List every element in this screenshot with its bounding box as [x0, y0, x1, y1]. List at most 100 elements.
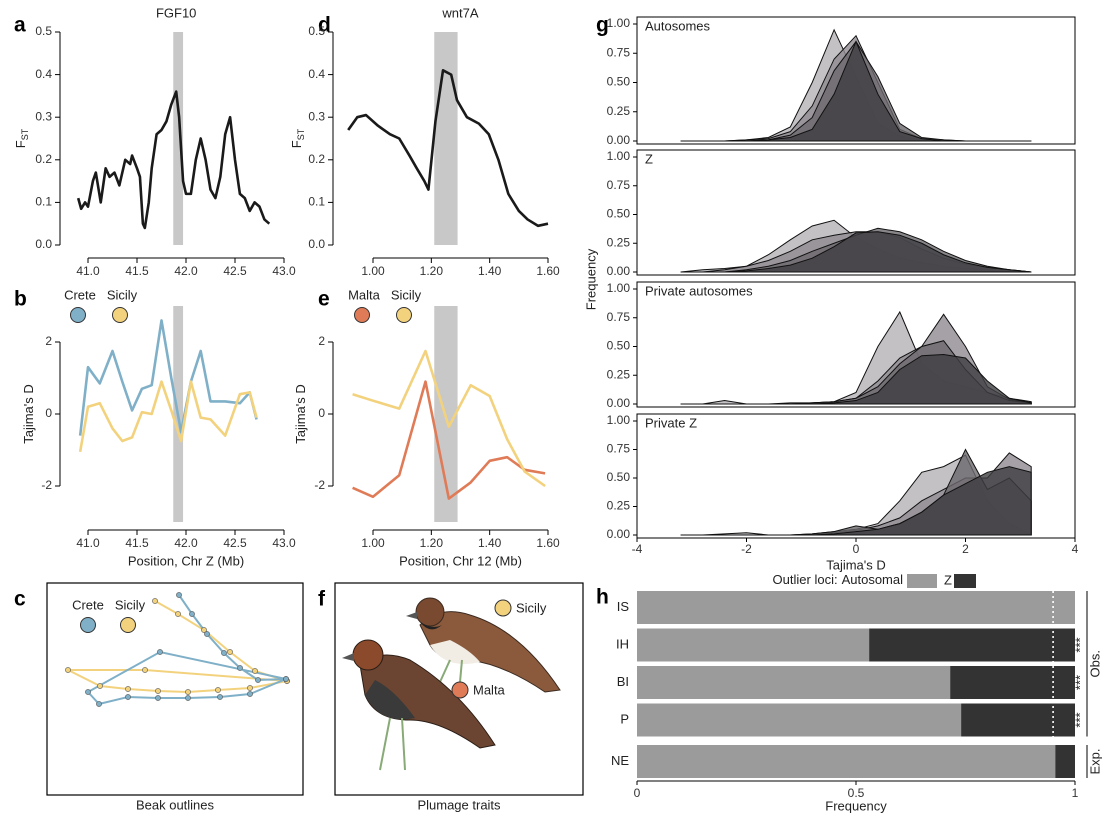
y-tick-label: 1.00	[607, 16, 631, 30]
y-tick-label: 0	[45, 406, 52, 420]
y-tick-label: 0.5	[308, 24, 325, 38]
outline-vertex	[227, 649, 233, 655]
y-tick-label: -2	[41, 478, 52, 492]
x-tick-label: 41.5	[125, 264, 149, 278]
legend-swatch	[354, 307, 370, 323]
outline-vertex	[283, 676, 289, 682]
y-tick-label: 0.50	[607, 75, 631, 89]
legend-label: Outlier loci: Autosomal	[773, 572, 904, 587]
bird-breast	[365, 680, 415, 720]
panel-frame	[46, 582, 304, 796]
x-tick-label: 42.5	[223, 536, 247, 550]
panel-letter: c	[14, 588, 26, 611]
y-tick-label: 0.75	[607, 442, 631, 456]
y-tick-label: 0.75	[607, 178, 631, 192]
y-tick-label: 0.2	[35, 152, 52, 166]
panel-letter: a	[14, 14, 26, 37]
facet-title: Private autosomes	[645, 283, 753, 298]
facet-title: Z	[645, 151, 653, 166]
legend-swatch	[112, 307, 128, 323]
legend-label: Z	[944, 572, 952, 587]
significance-label: ***	[1072, 637, 1087, 652]
outline-vertex	[247, 685, 253, 691]
y-tick-label: 0.50	[607, 470, 631, 484]
y-tick-label: 0.1	[308, 195, 325, 209]
bar-segment	[961, 703, 1075, 737]
legend-swatch	[70, 307, 86, 323]
y-tick-label: IS	[617, 599, 630, 614]
x-tick-label: 1.40	[478, 536, 502, 550]
x-tick-label: 0	[634, 786, 641, 800]
outline-vertex	[255, 677, 261, 683]
x-axis-label: Position, Chr 12 (Mb)	[399, 553, 522, 568]
y-tick-label: 0.25	[607, 235, 631, 249]
y-tick-label: 2	[45, 334, 52, 348]
bird-bib	[420, 622, 442, 630]
highlight-band	[173, 32, 184, 245]
outline-vertex	[237, 665, 243, 671]
y-axis-label-main: F	[13, 140, 28, 148]
caption: Plumage traits	[417, 797, 501, 812]
panel-frame	[334, 582, 584, 796]
data-line	[352, 349, 546, 488]
outline-vertex	[155, 695, 161, 701]
y-tick-label: 2	[318, 334, 325, 348]
y-axis-label: Frequency	[583, 248, 598, 310]
density-area	[680, 466, 1032, 536]
panel-letter: b	[14, 288, 27, 311]
y-tick-label: 0.25	[607, 104, 631, 118]
y-tick-label: 0.4	[35, 67, 52, 81]
y-tick-label: 0.3	[35, 109, 52, 123]
x-tick-label: 1.20	[420, 264, 444, 278]
caption: Beak outlines	[136, 797, 215, 812]
x-tick-label: 1.60	[536, 536, 560, 550]
outline-vertex	[85, 689, 91, 695]
bar-segment	[637, 666, 951, 699]
outline-vertex	[204, 631, 210, 637]
outline-vertex	[189, 611, 195, 617]
y-tick-label: 0.75	[607, 310, 631, 324]
bird-leg	[459, 659, 463, 683]
legend-swatch	[451, 681, 469, 699]
y-tick-label: 1.00	[607, 149, 631, 163]
facet-frame	[636, 281, 1076, 408]
x-tick-label: 1	[1072, 786, 1079, 800]
y-tick-label: 0.50	[607, 339, 631, 353]
x-tick-label: -2	[741, 542, 752, 556]
y-tick-label: 0.1	[35, 195, 52, 209]
beak-outline	[86, 594, 287, 706]
y-axis-label: FST	[289, 128, 306, 148]
y-axis-label-main: Tajima's D	[293, 384, 308, 444]
chart-title: wnt7A	[441, 5, 478, 20]
x-tick-label: 4	[1072, 542, 1079, 556]
x-axis-label: Position, Chr Z (Mb)	[128, 553, 244, 568]
legend-swatch	[396, 307, 412, 323]
bird-beak	[406, 612, 417, 619]
y-tick-label: NE	[611, 753, 629, 768]
y-tick-label: 0.0	[35, 237, 52, 251]
density-area	[680, 354, 1032, 405]
outline-vertex	[65, 667, 71, 673]
x-tick-label: 41.0	[76, 264, 100, 278]
x-tick-label: 42.0	[174, 536, 198, 550]
outline-vertex	[185, 689, 191, 695]
y-tick-label: P	[620, 711, 629, 726]
bird-head	[415, 597, 445, 627]
panel-letter: h	[596, 586, 609, 609]
y-tick-label: 0.00	[607, 264, 631, 278]
legend-label: Malta	[348, 287, 381, 302]
y-tick-label: 0.50	[607, 207, 631, 221]
facet-frame	[636, 16, 1076, 145]
outline-vertex	[125, 686, 131, 692]
legend-swatch	[120, 617, 136, 633]
y-tick-label: 0	[318, 406, 325, 420]
x-tick-label: 42.0	[174, 264, 198, 278]
data-line	[78, 319, 258, 436]
x-tick-label: 1.20	[420, 536, 444, 550]
bar-segment	[637, 703, 962, 737]
legend-label: Sicily	[516, 600, 547, 615]
x-tick-label: -4	[632, 542, 643, 556]
x-axis-label: Frequency	[825, 798, 887, 813]
bar-segment	[637, 628, 870, 662]
y-axis-label-subscript: ST	[296, 128, 306, 140]
